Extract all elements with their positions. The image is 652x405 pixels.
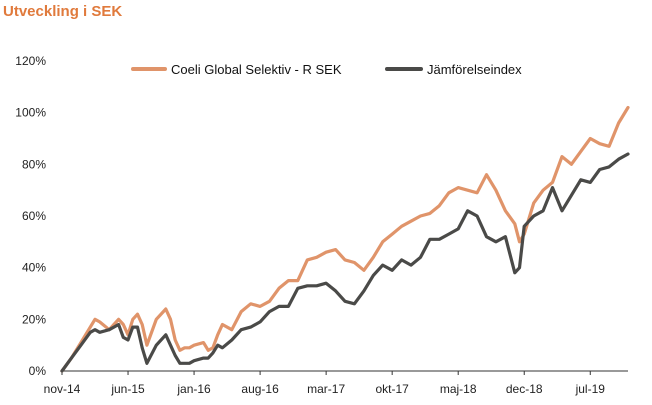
y-axis-ticks: 0% 20% 40% 60% 80% 100% 120% xyxy=(15,54,46,378)
x-tick-label: nov-14 xyxy=(44,382,81,396)
y-tick-label: 80% xyxy=(22,157,46,171)
legend: Coeli Global Selektiv - R SEK Jämförelsei… xyxy=(131,62,522,77)
legend-label-1: Coeli Global Selektiv - R SEK xyxy=(171,62,342,77)
x-tick-label: dec-18 xyxy=(506,382,543,396)
y-tick-label: 40% xyxy=(22,261,46,275)
y-tick-label: 20% xyxy=(22,312,46,326)
x-tick-label: jun-15 xyxy=(110,382,145,396)
x-tick-label: jan-16 xyxy=(176,382,211,396)
x-axis: nov-14 jun-15 jan-16 aug-16 mar-17 okt-17 maj-… xyxy=(44,370,628,396)
y-tick-label: 120% xyxy=(15,54,46,68)
x-tick-label: mar-17 xyxy=(307,382,345,396)
x-tick-label: aug-16 xyxy=(241,382,279,396)
y-tick-label: 0% xyxy=(29,364,47,378)
series-line-1 xyxy=(60,105,630,373)
series-line-2 xyxy=(60,152,630,373)
x-tick-label: okt-17 xyxy=(375,382,409,396)
x-tick-label: jul-19 xyxy=(575,382,606,396)
series-lines xyxy=(60,105,630,373)
legend-label-2: Jämförelseindex xyxy=(427,62,522,77)
chart-title: Utveckling i SEK xyxy=(3,3,123,20)
y-tick-label: 60% xyxy=(22,209,46,223)
x-tick-label: maj-18 xyxy=(440,382,477,396)
y-tick-label: 100% xyxy=(15,106,46,120)
